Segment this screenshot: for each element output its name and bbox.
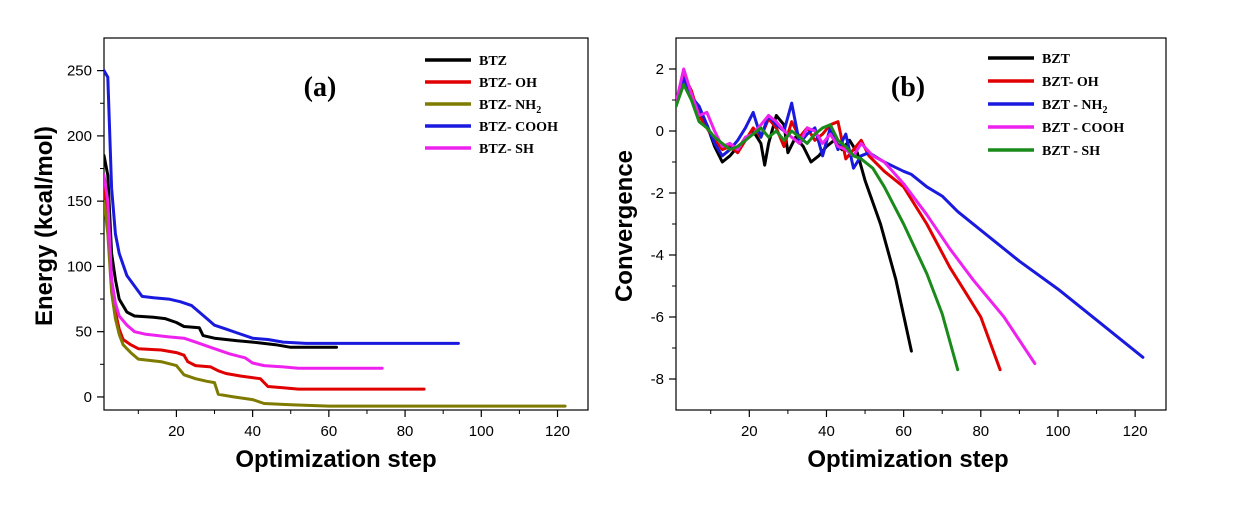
series-line <box>104 154 338 349</box>
x-axis-label: Optimization step <box>235 446 436 473</box>
series-line <box>104 186 426 391</box>
y-tick-label: 2 <box>656 61 664 78</box>
legend-label: BTZ- SH <box>479 142 534 157</box>
legend-label: BTZ <box>479 54 507 69</box>
x-tick-label: 80 <box>397 423 414 440</box>
chart-panel-a: 20 40 60 80 100 120 0 50 100 150 200 250 BTZ BTZ- OH B… <box>31 37 589 473</box>
y-tick-label: 100 <box>67 258 92 275</box>
legend-label: BZT - COOH <box>1042 121 1124 136</box>
legend-label-subscript: 2 <box>536 105 541 116</box>
y-tick-label: 0 <box>84 389 92 406</box>
series-line <box>104 173 384 370</box>
y-tick-label: -6 <box>651 309 664 326</box>
legend-label: BZT - NH2 <box>1042 98 1107 116</box>
legend-label: BZT- OH <box>1042 75 1099 90</box>
legend-label: BZT - SH <box>1042 144 1100 159</box>
y-tick-label: 0 <box>656 123 664 140</box>
y-tick-label: -4 <box>651 247 664 264</box>
x-tick-label: 100 <box>1045 423 1070 440</box>
x-tick-label: 20 <box>741 423 758 440</box>
series-line <box>676 73 1002 372</box>
plot-frame <box>103 37 589 411</box>
x-tick-label: 60 <box>321 423 338 440</box>
y-axis-label: Energy (kcal/mol) <box>31 126 58 326</box>
series-line <box>104 69 460 345</box>
y-tick-label: -2 <box>651 185 664 202</box>
legend-label: BZT <box>1042 52 1071 67</box>
x-tick-label: 40 <box>818 423 835 440</box>
legend-label: BTZ- NH2 <box>479 98 541 116</box>
panel-label: (a) <box>304 72 337 103</box>
legend-label-subscript: 2 <box>1102 105 1107 116</box>
x-tick-label: 120 <box>1123 423 1148 440</box>
x-tick-label: 60 <box>895 423 912 440</box>
x-tick-label: 80 <box>972 423 989 440</box>
y-tick-label: 200 <box>67 128 92 145</box>
x-tick-label: 40 <box>244 423 261 440</box>
y-tick-label: -8 <box>651 371 664 388</box>
y-tick-label: 50 <box>75 324 92 341</box>
x-tick-label: 100 <box>469 423 494 440</box>
series-line <box>104 199 567 408</box>
series-line <box>676 76 1145 359</box>
x-tick-label: 120 <box>545 423 570 440</box>
series-line <box>676 83 960 372</box>
legend-label: BTZ- COOH <box>479 120 558 135</box>
x-axis-label: Optimization step <box>807 446 1008 473</box>
series-line <box>676 67 1037 365</box>
panel-label: (b) <box>891 72 925 103</box>
x-tick-label: 20 <box>168 423 185 440</box>
legend-label: BTZ- OH <box>479 76 537 91</box>
y-tick-label: 150 <box>67 193 92 210</box>
y-axis-label: Convergence <box>611 150 638 302</box>
chart-panel-b: 20 40 60 80 100 120 -8 -6 -4 -2 0 2 BZT BZT- OH BZT - … <box>611 37 1167 473</box>
y-tick-label: 250 <box>67 63 92 80</box>
